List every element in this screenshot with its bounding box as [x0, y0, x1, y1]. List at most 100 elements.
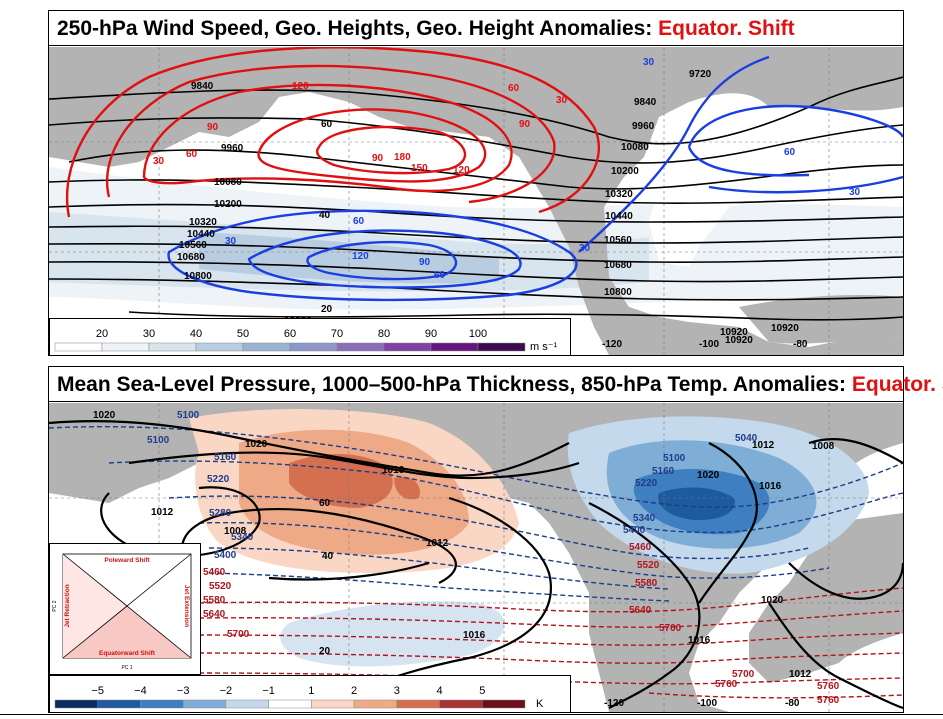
colorbar-tick-label: 80: [378, 328, 390, 340]
thickness-label: 5460: [203, 567, 226, 578]
height-label: 10560: [179, 240, 207, 251]
inset-left-label: Jet Retraction: [64, 584, 71, 627]
colorbar-tick-label: −5: [91, 685, 104, 697]
negative-anomaly-label: 120: [352, 251, 369, 262]
title-main: 250-hPa Wind Speed, Geo. Heights, Geo. H…: [57, 17, 653, 40]
colorbar-swatch: [336, 342, 385, 352]
thickness-label: 5520: [637, 560, 660, 571]
longitude-label: -120: [604, 698, 624, 709]
colorbar-tick-label: 4: [436, 685, 442, 697]
thickness-label: 5640: [629, 605, 652, 616]
colorbar-swatch: [54, 342, 103, 352]
positive-anomaly-label: 60: [186, 149, 198, 160]
height-label: 10320: [605, 189, 633, 200]
pressure-label: 1008: [812, 441, 835, 452]
thickness-label: 5160: [214, 452, 237, 463]
anomaly-label: 60: [319, 498, 331, 509]
height-label: 10200: [611, 166, 639, 177]
thickness-label: 5580: [635, 578, 658, 589]
height-label: 9960: [632, 121, 655, 132]
colorbar-swatch: [225, 699, 269, 709]
height-label: 10440: [605, 211, 633, 222]
height-label: 10080: [214, 177, 242, 188]
surface-panel: Mean Sea-Level Pressure, 1000–500-hPa Th…: [48, 366, 943, 713]
colorbar-tick-label: 100: [469, 328, 487, 340]
thickness-label: 5760: [817, 695, 840, 706]
height-label: 10800: [604, 287, 632, 298]
title-tag: Equator. Shift: [851, 373, 943, 396]
thickness-label: 5460: [629, 542, 652, 553]
pressure-label: 1016: [382, 465, 405, 476]
height-label: 10920: [771, 323, 799, 334]
colorbar-tick-label: 2: [351, 685, 357, 697]
height-label: 10080: [621, 142, 649, 153]
colorbar-swatch: [311, 699, 355, 709]
thickness-label: 5100: [663, 453, 686, 464]
positive-anomaly-label: 60: [508, 83, 520, 94]
colorbar-swatch: [268, 699, 312, 709]
inset-xlabel: PC 1: [121, 665, 132, 671]
thickness-label: 5700: [227, 629, 250, 640]
height-label: 9840: [634, 97, 657, 108]
colorbar-swatch: [182, 699, 227, 709]
thickness-label: 5160: [652, 466, 675, 477]
positive-anomaly-label: 120: [453, 165, 470, 176]
pressure-label: 1020: [761, 595, 784, 606]
inset-ylabel: PC 2: [52, 600, 58, 611]
inset-bottom-label: Equatorward Shift: [99, 650, 156, 657]
height-label: 10680: [177, 252, 205, 263]
title-tag: Equator. Shift: [658, 17, 795, 40]
pressure-label: 1016: [759, 481, 782, 492]
pressure-label: 1020: [245, 439, 268, 450]
positive-anomaly-label: 120: [292, 81, 309, 92]
negative-anomaly-label: 60: [353, 216, 365, 227]
colorbar-swatch: [242, 342, 291, 352]
height-label: 10800: [184, 271, 212, 282]
negative-anomaly-label: 60: [434, 270, 446, 281]
negative-anomaly-label: 30: [225, 236, 237, 247]
colorbar-tick-label: −4: [134, 685, 147, 697]
colorbar-unit: K: [536, 698, 544, 710]
colorbar-tick-label: −3: [177, 685, 190, 697]
thickness-label: 5400: [623, 525, 646, 536]
colorbar-swatch: [140, 699, 184, 709]
colorbar-swatch: [353, 699, 398, 709]
pressure-label: 1016: [463, 630, 486, 641]
height-label: 10200: [214, 199, 242, 210]
colorbar-tick-label: 70: [331, 328, 343, 340]
positive-anomaly-label: 150: [411, 163, 428, 174]
height-label: 10560: [604, 235, 632, 246]
thickness-label: 5040: [735, 433, 758, 444]
colorbar-swatch: [396, 699, 440, 709]
anomaly-label: 20: [319, 646, 331, 657]
thickness-label: 5400: [214, 550, 237, 561]
negative-anomaly-label: 30: [849, 187, 861, 198]
thickness-label: 5520: [209, 581, 232, 592]
pressure-label: 1020: [93, 410, 116, 421]
thickness-label: 5700: [659, 623, 682, 634]
pressure-label: 1008: [224, 526, 247, 537]
colorbar-swatch: [439, 699, 483, 709]
thickness-label: 5340: [633, 513, 656, 524]
colorbar-tick-label: 20: [96, 328, 108, 340]
colorbar-swatch: [148, 342, 197, 352]
colorbar-swatch: [101, 342, 150, 352]
pressure-label: 1012: [789, 669, 812, 680]
pressure-label: 1012: [752, 440, 775, 451]
negative-anomaly-label: 30: [643, 57, 655, 68]
inset-top-label: Poleward Shift: [104, 557, 150, 564]
colorbar-tick-label: −2: [220, 685, 233, 697]
height-label: 10920: [720, 327, 748, 338]
height-label: 10920: [725, 335, 753, 346]
colorbar-swatch: [383, 342, 432, 352]
height-label: 10320: [189, 217, 217, 228]
longitude-label: -100: [699, 339, 719, 350]
title-main: Mean Sea-Level Pressure, 1000–500-hPa Th…: [57, 373, 847, 396]
wind-height-map: 9840 9720 9840 9960 9960 10080 10080 102…: [49, 47, 903, 355]
thickness-label: 5760: [817, 681, 840, 692]
negative-anomaly-label: 30: [579, 243, 591, 254]
temperature-anomaly-colorbar: −5 −4 −3 −2 −1 1 2 3 4 5 K: [49, 675, 571, 713]
inset-right-label: Jet Extension: [183, 585, 190, 627]
colorbar-swatch: [97, 699, 141, 709]
colorbar-tick-label: 50: [237, 328, 249, 340]
